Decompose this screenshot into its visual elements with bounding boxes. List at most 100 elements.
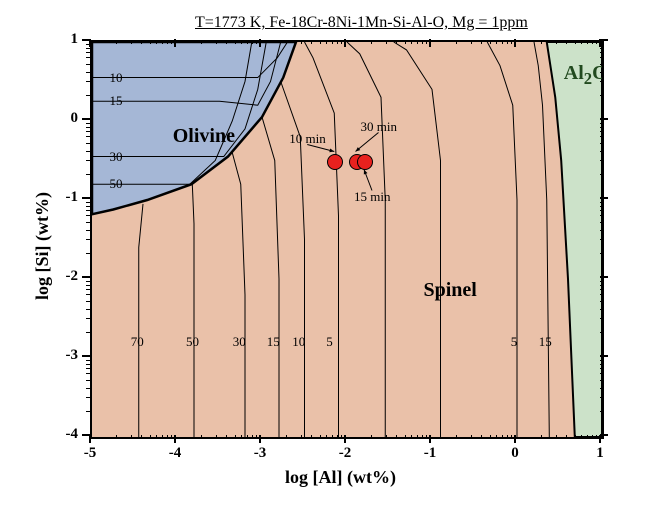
axis-tick bbox=[581, 40, 582, 44]
axis-tick bbox=[396, 435, 397, 439]
axis-tick bbox=[600, 360, 604, 361]
axis-tick bbox=[481, 435, 482, 439]
axis-tick bbox=[566, 40, 567, 44]
tick-label: -3 bbox=[66, 347, 79, 364]
axis-tick bbox=[600, 301, 604, 302]
contour-label: 10 bbox=[110, 70, 123, 86]
axis-tick bbox=[86, 239, 90, 240]
axis-tick bbox=[82, 118, 90, 120]
axis-tick bbox=[216, 40, 217, 44]
axis-tick bbox=[600, 127, 604, 128]
axis-tick bbox=[326, 435, 327, 439]
axis-tick bbox=[86, 57, 90, 58]
axis-tick bbox=[600, 81, 604, 82]
axis-tick bbox=[82, 355, 90, 357]
axis-tick bbox=[600, 364, 604, 365]
axis-tick bbox=[156, 40, 157, 44]
axis-tick bbox=[502, 435, 503, 439]
axis-tick bbox=[86, 360, 90, 361]
tick-label: -4 bbox=[169, 445, 182, 462]
axis-tick bbox=[600, 118, 608, 120]
axis-tick bbox=[600, 289, 604, 290]
axis-tick bbox=[252, 40, 253, 44]
axis-tick bbox=[396, 40, 397, 44]
axis-tick bbox=[171, 40, 172, 44]
axis-tick bbox=[600, 309, 604, 310]
axis-tick bbox=[599, 435, 601, 443]
axis-tick bbox=[456, 435, 457, 439]
axis-tick bbox=[600, 174, 604, 175]
axis-tick bbox=[337, 435, 338, 439]
axis-tick bbox=[162, 435, 163, 439]
axis-tick bbox=[575, 40, 576, 44]
tick-label: 1 bbox=[71, 31, 79, 48]
axis-tick bbox=[301, 435, 302, 439]
axis-tick bbox=[429, 39, 431, 47]
axis-tick bbox=[556, 435, 557, 439]
axis-tick bbox=[259, 39, 261, 47]
axis-tick bbox=[247, 435, 248, 439]
axis-tick bbox=[386, 435, 387, 439]
axis-tick bbox=[86, 281, 90, 282]
axis-tick bbox=[86, 81, 90, 82]
axis-tick bbox=[596, 435, 597, 439]
axis-tick bbox=[386, 40, 387, 44]
axis-tick bbox=[600, 52, 604, 53]
axis-tick bbox=[600, 136, 604, 137]
axis-tick bbox=[541, 40, 542, 44]
tick-label: 0 bbox=[511, 445, 519, 462]
axis-tick bbox=[301, 40, 302, 44]
axis-tick bbox=[86, 230, 90, 231]
axis-tick bbox=[471, 435, 472, 439]
axis-tick bbox=[86, 210, 90, 211]
axis-tick bbox=[456, 40, 457, 44]
tick-label: -2 bbox=[66, 268, 79, 285]
axis-tick bbox=[600, 95, 604, 96]
axis-tick bbox=[600, 318, 604, 319]
axis-tick bbox=[422, 40, 423, 44]
axis-tick bbox=[600, 285, 604, 286]
plot-area: 1015305070503015105515OlivineSpinelAl2O3… bbox=[90, 40, 604, 439]
axis-tick bbox=[141, 435, 142, 439]
axis-tick bbox=[541, 435, 542, 439]
contour-label: 5 bbox=[326, 334, 333, 350]
axis-tick bbox=[320, 435, 321, 439]
tick-label: -1 bbox=[424, 445, 437, 462]
axis-tick bbox=[174, 39, 176, 47]
axis-tick bbox=[226, 40, 227, 44]
axis-tick bbox=[600, 239, 604, 240]
axis-tick bbox=[286, 40, 287, 44]
axis-tick bbox=[575, 435, 576, 439]
axis-tick bbox=[86, 160, 90, 161]
axis-tick bbox=[311, 435, 312, 439]
axis-tick bbox=[344, 435, 346, 443]
axis-tick bbox=[471, 40, 472, 44]
axis-tick bbox=[600, 368, 604, 369]
axis-tick bbox=[337, 40, 338, 44]
region-label: Olivine bbox=[173, 125, 235, 148]
axis-tick bbox=[150, 40, 151, 44]
axis-tick bbox=[131, 40, 132, 44]
axis-tick bbox=[490, 435, 491, 439]
axis-tick bbox=[82, 197, 90, 199]
tick-label: -2 bbox=[339, 445, 352, 462]
axis-tick bbox=[86, 174, 90, 175]
axis-tick bbox=[86, 309, 90, 310]
axis-tick bbox=[600, 355, 608, 357]
axis-tick bbox=[86, 52, 90, 53]
axis-tick bbox=[581, 435, 582, 439]
contour-label: 15 bbox=[267, 334, 280, 350]
contour-label: 70 bbox=[131, 334, 144, 350]
axis-tick bbox=[371, 435, 372, 439]
axis-tick bbox=[162, 40, 163, 44]
axis-tick bbox=[116, 435, 117, 439]
axis-tick bbox=[600, 281, 604, 282]
axis-tick bbox=[600, 373, 604, 374]
contour-label: 50 bbox=[186, 334, 199, 350]
data-point bbox=[357, 154, 373, 170]
contour-label: 15 bbox=[539, 334, 552, 350]
axis-tick bbox=[556, 40, 557, 44]
axis-tick bbox=[405, 40, 406, 44]
axis-tick bbox=[86, 123, 90, 124]
axis-tick bbox=[256, 435, 257, 439]
